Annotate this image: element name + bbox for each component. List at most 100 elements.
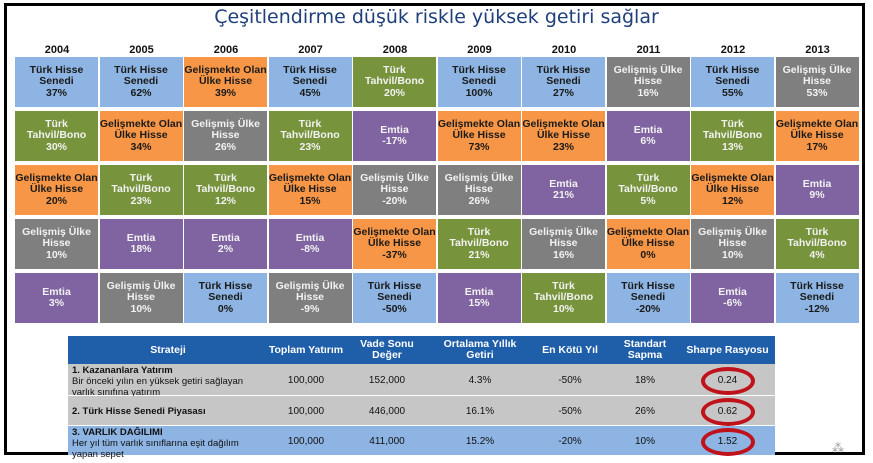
strategy-std-value: 10% [634, 435, 655, 447]
asset-class-label: Emtia [549, 177, 578, 190]
return-cell: Türk Tahvil/Bono 21% [437, 219, 521, 269]
asset-class-label: Emtia [126, 231, 156, 244]
return-value: 17% [806, 140, 828, 153]
return-value: 16% [552, 248, 574, 261]
sharpe-highlight-circle [700, 367, 755, 395]
asset-class-label: Emtia [802, 177, 832, 190]
strategy-table-header: En Kötü Yıl [530, 336, 610, 364]
return-value: 10% [552, 302, 574, 315]
return-cell: Gelişmiş Ülke Hisse 26% [437, 165, 521, 215]
return-value: -9% [300, 302, 320, 315]
return-cell: Gelişmiş Ülke Hisse 10% [15, 219, 98, 269]
return-cell: Türk Tahvil/Bono 20% [353, 57, 436, 107]
asset-class-label: Türk Hisse Senedi [705, 63, 760, 88]
strategy-table-header: Toplam Yatırım [268, 336, 344, 364]
strategy-name: 1. Kazananlara Yatırım [72, 365, 173, 376]
return-value: 45% [299, 86, 321, 99]
asset-class-label: Emtia [380, 123, 409, 136]
page-title: Çeşitlendirme düşük riskle yüksek getiri… [214, 6, 659, 28]
strategy-std-value: 26% [634, 405, 655, 417]
return-value: 9% [809, 189, 825, 201]
asset-class-label: Gelişmekte Olan Ülke Hisse [437, 117, 521, 142]
return-value: 23% [299, 140, 321, 153]
return-cell: Türk Tahvil/Bono 12% [184, 165, 267, 215]
asset-class-label: Gelişmiş Ülke Hisse [782, 63, 852, 88]
asset-class-label: Emtia [464, 285, 494, 298]
return-value: -6% [723, 297, 742, 309]
return-cell: Gelişmekte Olan Ülke Hisse 12% [691, 165, 774, 215]
return-cell: Emtia 15% [437, 273, 521, 323]
year-header: 2006 [213, 44, 239, 56]
return-value: 26% [468, 194, 490, 207]
asset-class-label: Gelişmiş Ülke Hisse [444, 171, 514, 196]
year-header: 2004 [44, 44, 70, 56]
return-value: 39% [214, 86, 236, 99]
return-value: 18% [130, 243, 152, 255]
return-value: 10% [130, 302, 152, 315]
return-value: 23% [552, 140, 574, 153]
return-value: 16% [637, 86, 659, 99]
strategy-final-value: 411,000 [369, 435, 405, 447]
year-header: 2011 [636, 44, 661, 56]
return-cell: Türk Hisse Senedi 0% [184, 273, 267, 323]
return-value: -17% [382, 135, 407, 147]
return-cell: Türk Hisse Senedi 37% [15, 57, 98, 107]
footnote-mark: ⁂ [832, 441, 844, 455]
return-cell: Gelişmiş Ülke Hisse 26% [184, 111, 267, 161]
return-value: 26% [214, 140, 236, 153]
year-header: 2013 [805, 44, 830, 56]
asset-class-label: Türk Hisse Senedi [536, 63, 591, 88]
return-value: 12% [721, 194, 743, 207]
year-header: 2009 [467, 44, 492, 56]
strategy-avg-value: 4.3% [468, 374, 492, 386]
return-cell: Emtia -8% [268, 219, 352, 269]
asset-class-label: Türk Hisse Senedi [452, 63, 506, 88]
strategy-avg-value: 15.2% [465, 435, 495, 447]
return-value: 27% [552, 86, 574, 99]
return-cell: Emtia 18% [99, 219, 183, 269]
return-cell: Gelişmekte Olan Ülke Hisse -37% [353, 219, 436, 269]
return-value: 5% [640, 194, 656, 207]
strategy-worst-value: -50% [558, 374, 582, 386]
asset-class-label: Türk Tahvil/Bono [787, 225, 847, 250]
asset-class-label: Türk Hisse Senedi [367, 279, 422, 304]
return-cell: Türk Tahvil/Bono 5% [606, 165, 690, 215]
return-cell: Türk Hisse Senedi 55% [691, 57, 774, 107]
asset-class-label: Gelişmekte Olan Ülke Hisse [184, 63, 267, 88]
return-cell: Gelişmekte Olan Ülke Hisse 39% [184, 57, 267, 107]
return-cell: Gelişmekte Olan Ülke Hisse 17% [775, 111, 859, 161]
return-value: -20% [635, 302, 661, 315]
return-cell: Emtia -6% [691, 273, 774, 323]
sharpe-highlight-circle [700, 398, 755, 426]
strategy-table-header: Ortalama Yıllık Getiri [430, 336, 530, 364]
return-value: 100% [465, 86, 493, 99]
return-value: -12% [804, 302, 830, 315]
return-cell: Türk Tahvil/Bono 23% [268, 111, 352, 161]
asset-class-label: Türk Tahvil/Bono [533, 279, 594, 304]
year-header: 2005 [129, 44, 154, 56]
asset-class-label: Türk Tahvil/Bono [195, 171, 256, 196]
return-cell: Türk Hisse Senedi 62% [99, 57, 183, 107]
asset-class-label: Türk Hisse Senedi [114, 63, 168, 88]
strategy-description: Her yıl tüm varlık sınıflarına eşit dağı… [72, 438, 239, 460]
strategy-avg-value: 16.1% [465, 405, 495, 417]
return-cell: Türk Hisse Senedi -50% [353, 273, 436, 323]
return-cell: Gelişmekte Olan Ülke Hisse 34% [99, 111, 183, 161]
asset-class-label: Türk Hisse Senedi [198, 279, 253, 304]
year-header: 2008 [382, 44, 408, 56]
strategy-worst-value: -20% [558, 435, 582, 447]
return-cell: Emtia 2% [184, 219, 267, 269]
asset-class-label: Gelişmiş Ülke Hisse [360, 171, 429, 196]
return-cell: Emtia 3% [15, 273, 98, 323]
sharpe-highlight-circle [700, 428, 755, 456]
strategy-name-cell: 2. Türk Hisse Senedi Piyasası [72, 406, 267, 417]
strategy-name-cell: 1. Kazananlara Yatırım Bir önceki yılın e… [72, 365, 267, 398]
return-value: 21% [468, 248, 490, 261]
asset-class-label: Gelişmiş Ülke Hisse [22, 225, 91, 250]
strategy-std-value: 18% [634, 374, 655, 386]
return-value: 15% [299, 194, 321, 207]
asset-class-label: Emtia [295, 231, 325, 244]
return-cell: Türk Tahvil/Bono 10% [522, 273, 605, 323]
return-value: -8% [300, 243, 320, 255]
return-value: 30% [45, 140, 67, 153]
